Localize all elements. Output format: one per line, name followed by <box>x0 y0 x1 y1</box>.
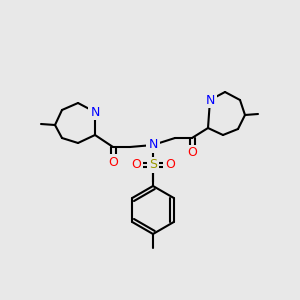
Text: O: O <box>187 146 197 160</box>
Text: N: N <box>148 139 158 152</box>
Text: S: S <box>149 158 157 172</box>
Text: N: N <box>90 106 100 118</box>
Text: O: O <box>131 158 141 172</box>
Text: O: O <box>165 158 175 172</box>
Text: O: O <box>108 155 118 169</box>
Text: N: N <box>205 94 215 106</box>
